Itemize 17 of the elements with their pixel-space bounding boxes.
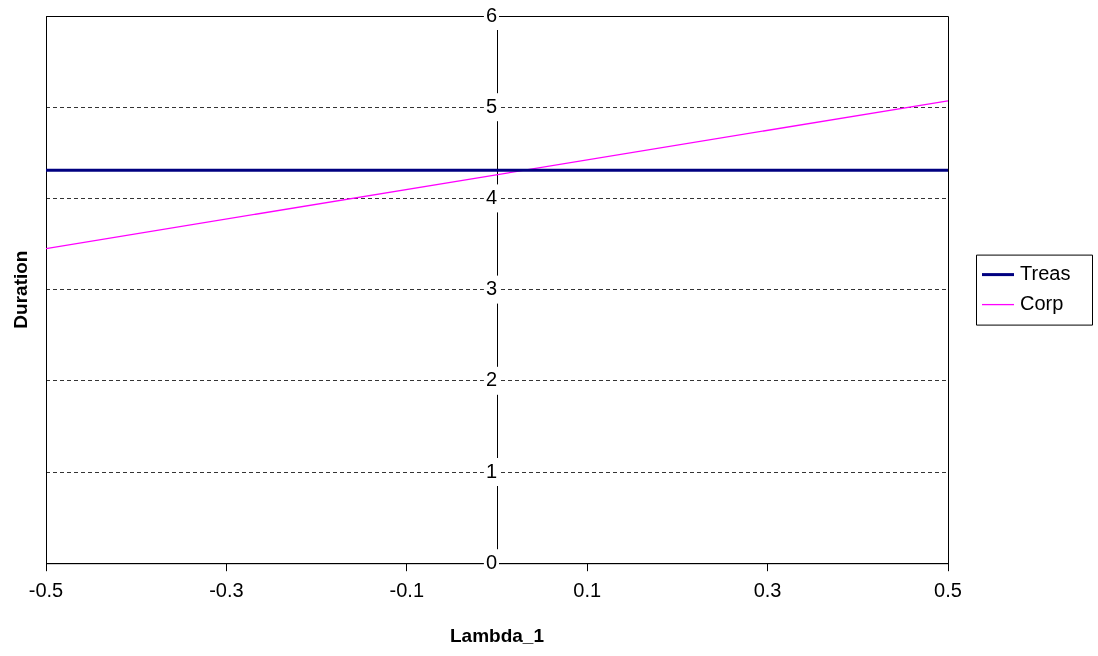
legend-label: Treas bbox=[1020, 262, 1071, 285]
y-tick-label: 4 bbox=[485, 185, 497, 208]
x-axis-title: Lambda_1 bbox=[450, 624, 545, 646]
y-tick-label: 2 bbox=[485, 368, 497, 391]
x-tick-label: -0.5 bbox=[28, 578, 64, 601]
y-tick-label: 3 bbox=[485, 277, 497, 300]
y-tick-label: 6 bbox=[485, 3, 497, 26]
y-tick-label: 0 bbox=[485, 550, 497, 573]
x-tick-label: 0.3 bbox=[753, 578, 782, 601]
x-tick-label: -0.1 bbox=[389, 578, 425, 601]
legend-label: Corp bbox=[1020, 292, 1064, 315]
x-tick-label: 0.1 bbox=[573, 578, 602, 601]
y-tick-label: 5 bbox=[485, 94, 497, 117]
y-axis-title: Duration bbox=[10, 250, 32, 329]
x-tick-label: -0.3 bbox=[209, 578, 244, 601]
x-tick-label: 0.5 bbox=[934, 578, 962, 601]
y-tick-label: 1 bbox=[485, 459, 497, 482]
